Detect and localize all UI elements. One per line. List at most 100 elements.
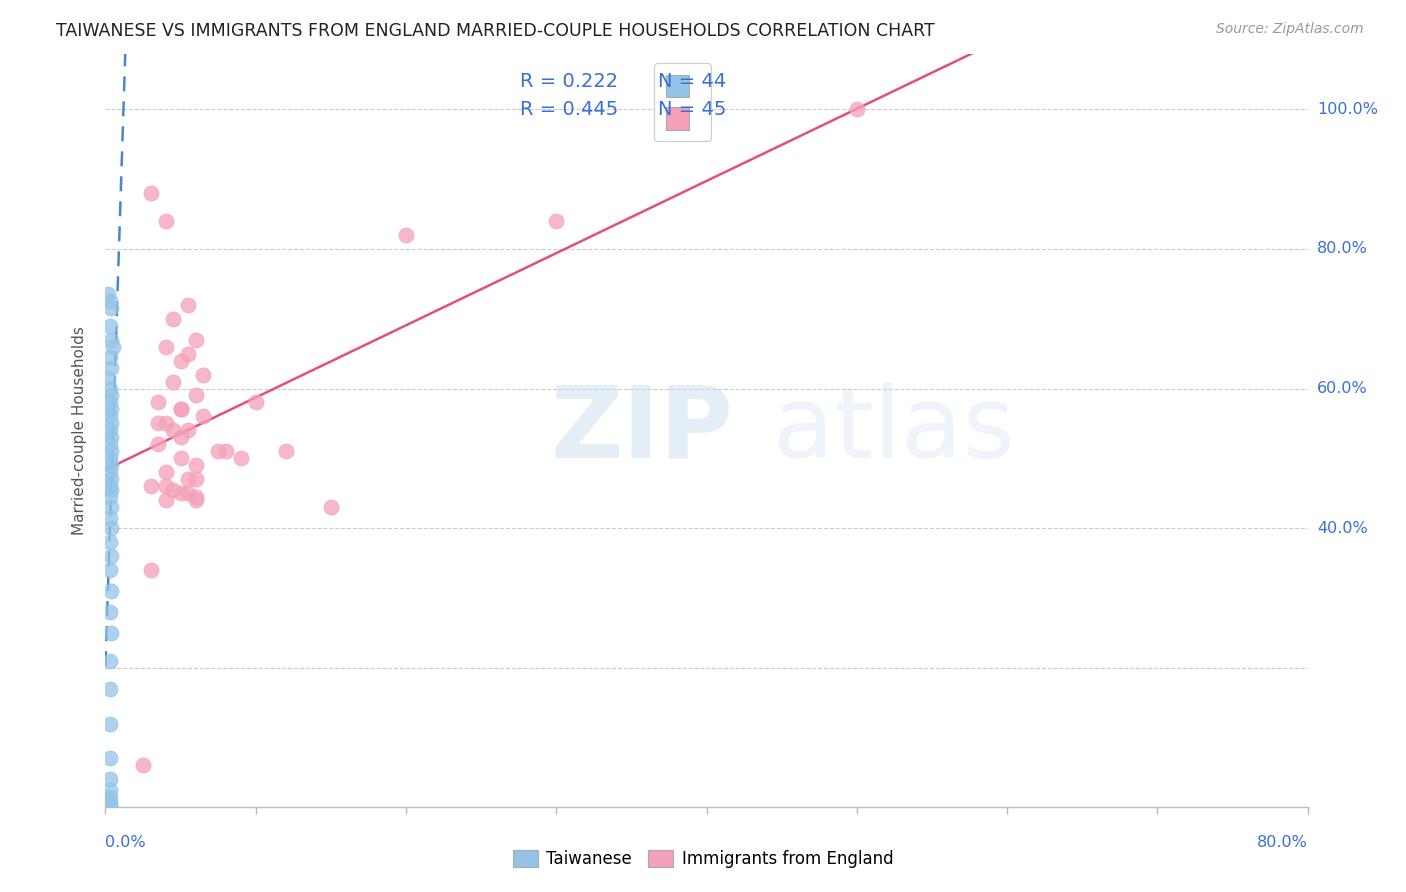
Point: [155, 465, 177, 479]
Point: [98, 563, 121, 577]
Point: [169, 402, 191, 417]
Point: [98, 772, 121, 787]
Point: [100, 500, 122, 515]
Point: [100, 360, 122, 375]
Point: [155, 417, 177, 431]
Point: [169, 430, 191, 444]
Text: Source: ZipAtlas.com: Source: ZipAtlas.com: [1216, 22, 1364, 37]
Point: [100, 430, 122, 444]
Point: [139, 479, 162, 493]
Point: [319, 500, 342, 515]
Point: [98, 350, 121, 364]
Text: TAIWANESE VS IMMIGRANTS FROM ENGLAND MARRIED-COUPLE HOUSEHOLDS CORRELATION CHART: TAIWANESE VS IMMIGRANTS FROM ENGLAND MAR…: [56, 22, 935, 40]
Point: [100, 333, 122, 347]
Point: [98, 782, 121, 797]
Point: [177, 346, 200, 360]
Point: [169, 353, 191, 368]
Point: [100, 301, 122, 316]
Point: [155, 493, 177, 508]
Point: [177, 486, 200, 500]
Point: [98, 798, 121, 813]
Point: [98, 535, 121, 549]
Point: [98, 409, 121, 424]
Point: [162, 375, 184, 389]
Text: R = 0.222: R = 0.222: [520, 72, 619, 91]
Point: [177, 298, 200, 312]
Point: [207, 444, 229, 458]
Point: [98, 510, 121, 524]
Point: [98, 681, 121, 696]
Text: N = 45: N = 45: [658, 100, 727, 119]
Point: [98, 789, 121, 804]
Point: [98, 451, 121, 466]
Point: [184, 490, 207, 504]
Point: [98, 465, 121, 479]
Text: 80.0%: 80.0%: [1257, 835, 1308, 850]
Point: [98, 437, 121, 451]
Point: [177, 424, 200, 438]
Point: [162, 311, 184, 326]
Point: [100, 444, 122, 458]
Point: [100, 402, 122, 417]
Point: [98, 424, 121, 438]
Point: [184, 458, 207, 473]
Point: [184, 388, 207, 402]
Point: [132, 758, 155, 772]
Point: [162, 424, 184, 438]
Point: [100, 521, 122, 535]
Legend: Taiwanese, Immigrants from England: Taiwanese, Immigrants from England: [506, 843, 900, 875]
Point: [100, 417, 122, 431]
Text: 40.0%: 40.0%: [1317, 521, 1368, 535]
Point: [229, 451, 252, 466]
Text: ZIP: ZIP: [550, 382, 733, 479]
Point: [546, 214, 568, 228]
Point: [98, 395, 121, 409]
Point: [184, 333, 207, 347]
Point: [214, 444, 236, 458]
Point: [184, 493, 207, 508]
Point: [177, 472, 200, 486]
Point: [100, 388, 122, 402]
Point: [98, 716, 121, 731]
Point: [98, 751, 121, 765]
Point: [100, 549, 122, 563]
Point: [100, 458, 122, 473]
Point: [98, 605, 121, 619]
Text: 0.0%: 0.0%: [105, 835, 146, 850]
Point: [146, 395, 169, 409]
Text: N = 44: N = 44: [658, 72, 727, 91]
Point: [169, 486, 191, 500]
Point: [98, 654, 121, 668]
Point: [98, 294, 121, 309]
Text: 100.0%: 100.0%: [1317, 102, 1378, 117]
Point: [139, 186, 162, 200]
Point: [274, 444, 297, 458]
Point: [155, 479, 177, 493]
Point: [155, 214, 177, 228]
Point: [98, 479, 121, 493]
Point: [146, 437, 169, 451]
Point: [162, 483, 184, 497]
Legend: , : ,: [654, 63, 710, 141]
Text: 80.0%: 80.0%: [1317, 242, 1368, 256]
Point: [845, 103, 868, 117]
Point: [395, 227, 418, 242]
Point: [101, 340, 124, 354]
Point: [98, 490, 121, 504]
Point: [100, 625, 122, 640]
Point: [146, 417, 169, 431]
Text: R = 0.445: R = 0.445: [520, 100, 619, 119]
Point: [245, 395, 267, 409]
Point: [184, 472, 207, 486]
Point: [139, 563, 162, 577]
Point: [98, 795, 121, 809]
Point: [100, 583, 122, 598]
Point: [169, 451, 191, 466]
Point: [191, 368, 214, 382]
Point: [169, 402, 191, 417]
Y-axis label: Married-couple Households: Married-couple Households: [72, 326, 87, 535]
Point: [97, 287, 120, 301]
Point: [100, 472, 122, 486]
Text: 60.0%: 60.0%: [1317, 381, 1368, 396]
Point: [155, 340, 177, 354]
